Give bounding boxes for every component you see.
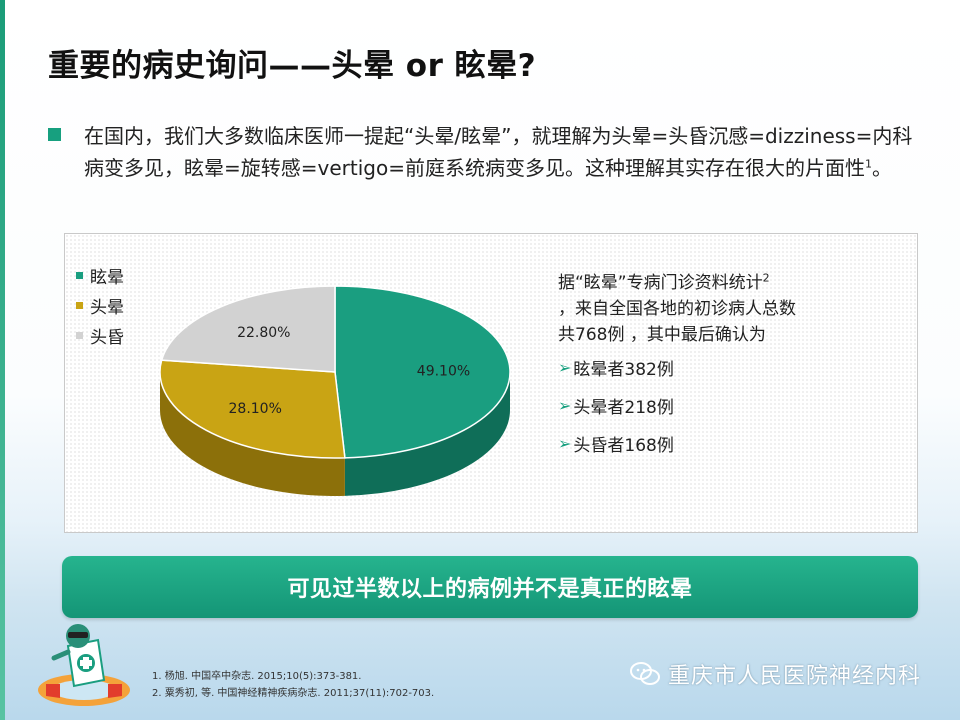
stats-heading-text: 据“眩晕”专病门诊资料统计 [558, 273, 763, 293]
mascot-icon [38, 624, 130, 706]
arrow-bullet-icon: ➢ [558, 433, 572, 453]
org-watermark: 重庆市人民医院神经内科 [630, 658, 921, 690]
stats-heading: 据“眩晕”专病门诊资料统计2 [558, 270, 898, 296]
stats-item: ➢ 头晕者218例 [558, 386, 898, 424]
legend-label: 头晕 [90, 297, 124, 318]
accent-bar [0, 0, 5, 720]
pie-slice [159, 359, 346, 459]
stats-item-text: 眩晕者382例 [573, 359, 674, 380]
legend-label: 头昏 [90, 327, 124, 348]
pie-chart: 49.10% 28.10% 22.80% [159, 285, 511, 496]
pie-data-label: 22.80% [237, 325, 290, 341]
conclusion-banner: 可见过半数以上的病例并不是真正的眩晕 [62, 556, 918, 618]
wechat-icon [630, 662, 660, 685]
banner-text: 可见过半数以上的病例并不是真正的眩晕 [287, 577, 693, 602]
chart-panel [64, 233, 918, 533]
stats-item-text: 头晕者218例 [573, 397, 674, 418]
arrow-bullet-icon: ➢ [558, 395, 572, 415]
reference-item: 1. 杨旭. 中国卒中杂志. 2015;10(5):373-381. [152, 671, 362, 682]
intro-text-end: 。 [871, 156, 892, 180]
stats-item: ➢ 眩晕者382例 [558, 348, 898, 386]
legend-swatch [76, 271, 83, 279]
pie-data-label: 28.10% [229, 401, 282, 417]
org-name: 重庆市人民医院神经内科 [668, 664, 922, 689]
reference-item: 2. 粟秀初, 等. 中国神经精神疾病杂志. 2011;37(11):702-7… [152, 688, 435, 699]
pie-slice [334, 285, 511, 459]
stats-citation: 2 [762, 271, 770, 285]
pie-slice-side [344, 372, 510, 496]
stats-block: 据“眩晕”专病门诊资料统计2 ，来自全国各地的初诊病人总数 共768例 ，其中最… [558, 270, 898, 462]
legend-item: 头昏 [76, 320, 124, 350]
pie-slice-side [160, 372, 345, 496]
legend-item: 眩晕 [76, 260, 124, 290]
intro-bullet: 在国内，我们大多数临床医师一提起“头晕/眩晕”，就理解为头晕=头昏沉感=dizz… [48, 120, 918, 184]
chart-legend: 眩晕 头晕 头昏 [76, 260, 124, 350]
legend-swatch [76, 331, 83, 339]
intro-text: 在国内，我们大多数临床医师一提起“头晕/眩晕”，就理解为头晕=头昏沉感=dizz… [84, 120, 918, 184]
stats-item: ➢ 头昏者168例 [558, 424, 898, 462]
stats-line: ，来自全国各地的初诊病人总数 [558, 299, 796, 319]
legend-label: 眩晕 [90, 267, 124, 288]
pie-slice [160, 285, 336, 373]
intro-citation: 1 [864, 157, 872, 171]
pie-data-label: 49.10% [417, 364, 470, 380]
page-title: 重要的病史询问——头晕 or 眩晕? [48, 48, 537, 84]
legend-swatch [76, 301, 83, 309]
references: 1. 杨旭. 中国卒中杂志. 2015;10(5):373-381. 2. 粟秀… [152, 668, 434, 702]
intro-text-body: 在国内，我们大多数临床医师一提起“头晕/眩晕”，就理解为头晕=头昏沉感=dizz… [84, 124, 913, 180]
legend-item: 头晕 [76, 290, 124, 320]
stats-item-text: 头昏者168例 [573, 435, 674, 456]
stats-line: 共768例 ，其中最后确认为 [558, 325, 766, 345]
arrow-bullet-icon: ➢ [558, 357, 572, 377]
square-bullet-icon [48, 128, 61, 141]
